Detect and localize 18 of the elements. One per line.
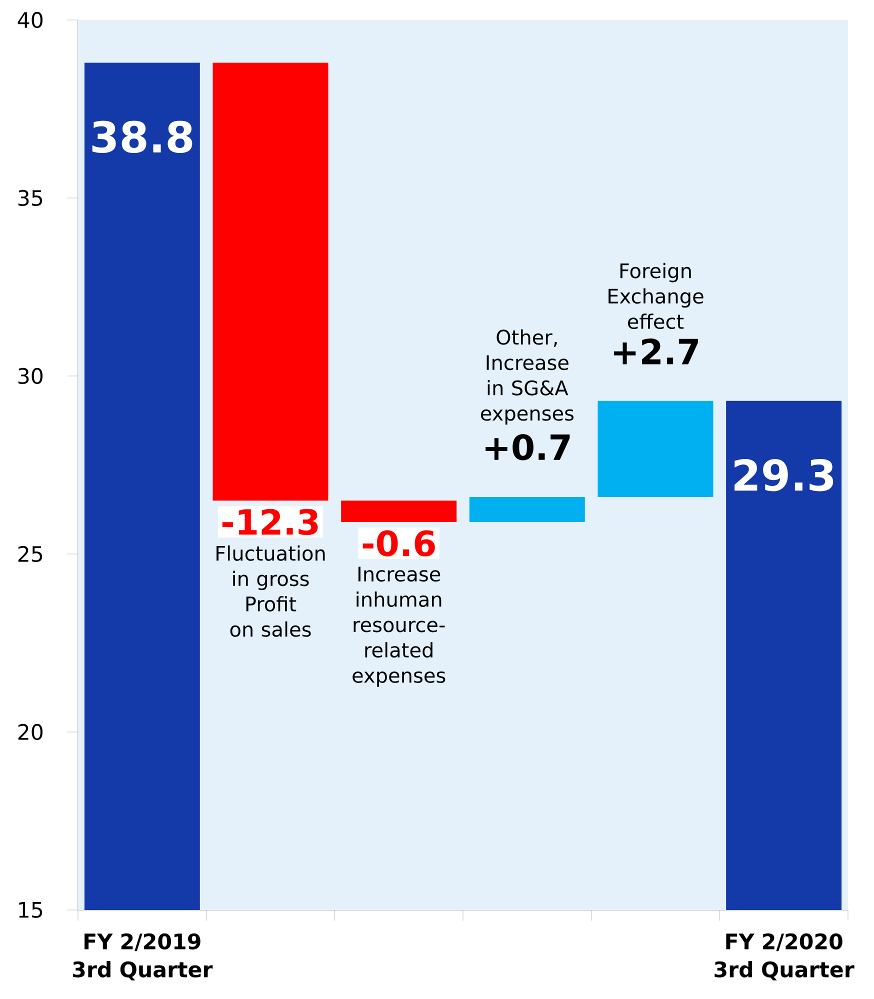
annotation: Other, Increase in SG&A expenses — [480, 329, 574, 425]
y-tick-label: 40 — [18, 12, 43, 28]
data-label: 29.3 — [734, 458, 834, 492]
y-tick-label: 35 — [18, 190, 42, 206]
y-tick-label: 25 — [18, 546, 42, 562]
annotation: Fluctuation in gross Profit on sales — [216, 545, 325, 637]
y-tick-label: 15 — [19, 902, 42, 918]
x-tick-label: FY 2/2020 3rd Quarter — [714, 933, 854, 980]
data-label: -0.6 — [362, 530, 435, 556]
y-tick-label: 20 — [18, 724, 43, 740]
data-label: -12.3 — [222, 508, 318, 536]
y-tick-label: 30 — [18, 368, 43, 384]
data-label: +2.7 — [614, 338, 698, 364]
annotation: Increase inhuman resource-related expenses — [352, 566, 446, 687]
data-label: +0.7 — [486, 434, 570, 460]
annotation: Foreign Exchange effect — [608, 262, 704, 330]
data-label: 38.8 — [92, 120, 192, 154]
x-tick-label: FY 2/2019 3rd Quarter — [73, 933, 213, 980]
